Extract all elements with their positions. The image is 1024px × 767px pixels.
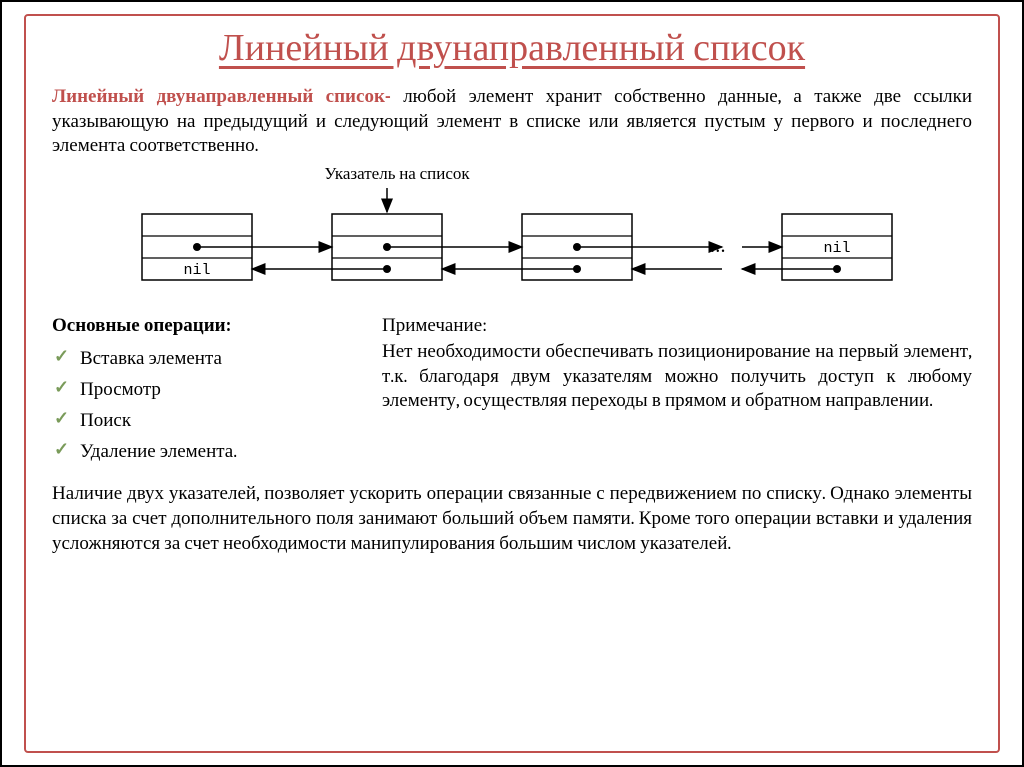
linked-list-diagram: nil nil … <box>82 184 942 304</box>
definition-paragraph: Линейный двунаправленный список- любой э… <box>52 84 972 158</box>
slide: Линейный двунаправленный список Линейный… <box>0 0 1024 767</box>
operations-item: Просмотр <box>52 374 352 405</box>
note-column: Примечание: Нет необходимости обеспечива… <box>382 314 972 467</box>
svg-text:nil: nil <box>183 262 210 279</box>
svg-text:nil: nil <box>823 240 850 257</box>
operations-title: Основные операции: <box>52 314 352 337</box>
two-column-section: Основные операции: Вставка элементаПросм… <box>52 314 972 467</box>
operations-list: Вставка элементаПросмотрПоискУдаление эл… <box>52 343 352 467</box>
diagram-container: nil nil … <box>44 184 980 304</box>
operations-item: Поиск <box>52 405 352 436</box>
slide-title: Линейный двунаправленный список <box>44 26 980 70</box>
definition-term: Линейный двунаправленный список- <box>52 85 391 107</box>
pointer-label: Указатель на список <box>0 164 865 184</box>
operations-item: Удаление элемента. <box>52 436 352 467</box>
operations-column: Основные операции: Вставка элементаПросм… <box>52 314 352 467</box>
operations-item: Вставка элемента <box>52 343 352 374</box>
note-body: Нет необходимости обеспечивать позициони… <box>382 339 972 413</box>
bottom-paragraph: Наличие двух указателей, позволяет ускор… <box>52 481 972 556</box>
svg-text:…: … <box>709 232 726 258</box>
note-title: Примечание: <box>382 314 972 337</box>
